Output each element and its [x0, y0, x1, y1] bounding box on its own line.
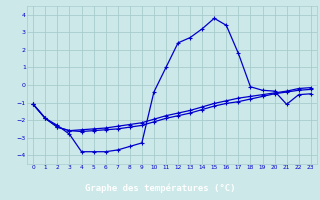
Text: Graphe des températures (°C): Graphe des températures (°C): [85, 184, 235, 193]
